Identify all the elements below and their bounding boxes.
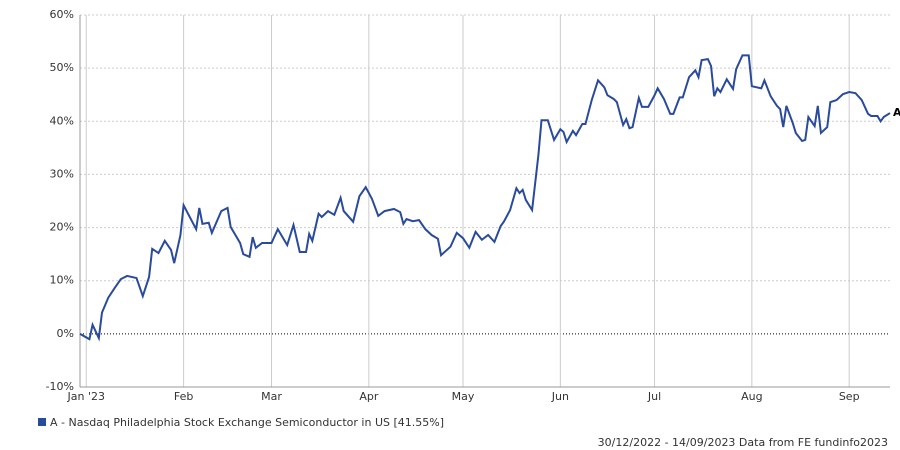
x-tick-label: Jun <box>551 390 569 403</box>
y-tick-label: 0% <box>57 327 74 340</box>
legend-label: A - Nasdaq Philadelphia Stock Exchange S… <box>50 416 444 429</box>
x-tick-label: Aug <box>741 390 762 403</box>
x-tick-label: Jul <box>647 390 661 403</box>
y-tick-label: 10% <box>50 274 74 287</box>
footer: 30/12/2022 - 14/09/2023 Data from FE fun… <box>598 436 888 449</box>
y-tick-label: 60% <box>50 8 74 21</box>
y-tick-label: 20% <box>50 221 74 234</box>
legend-swatch <box>38 418 46 426</box>
x-tick-label: Feb <box>174 390 193 403</box>
y-tick-label: 30% <box>50 167 74 180</box>
x-tick-label: Sep <box>839 390 860 403</box>
y-tick-label: 40% <box>50 114 74 127</box>
end-label: A <box>893 106 900 119</box>
x-tick-label: Apr <box>359 390 379 403</box>
y-tick-label: -10% <box>46 380 74 393</box>
y-tick-label: 50% <box>50 61 74 74</box>
x-tick-label: Mar <box>261 390 282 403</box>
x-tick-label: Jan '23 <box>67 390 105 403</box>
data-line <box>79 54 891 342</box>
x-tick-label: May <box>452 390 475 403</box>
